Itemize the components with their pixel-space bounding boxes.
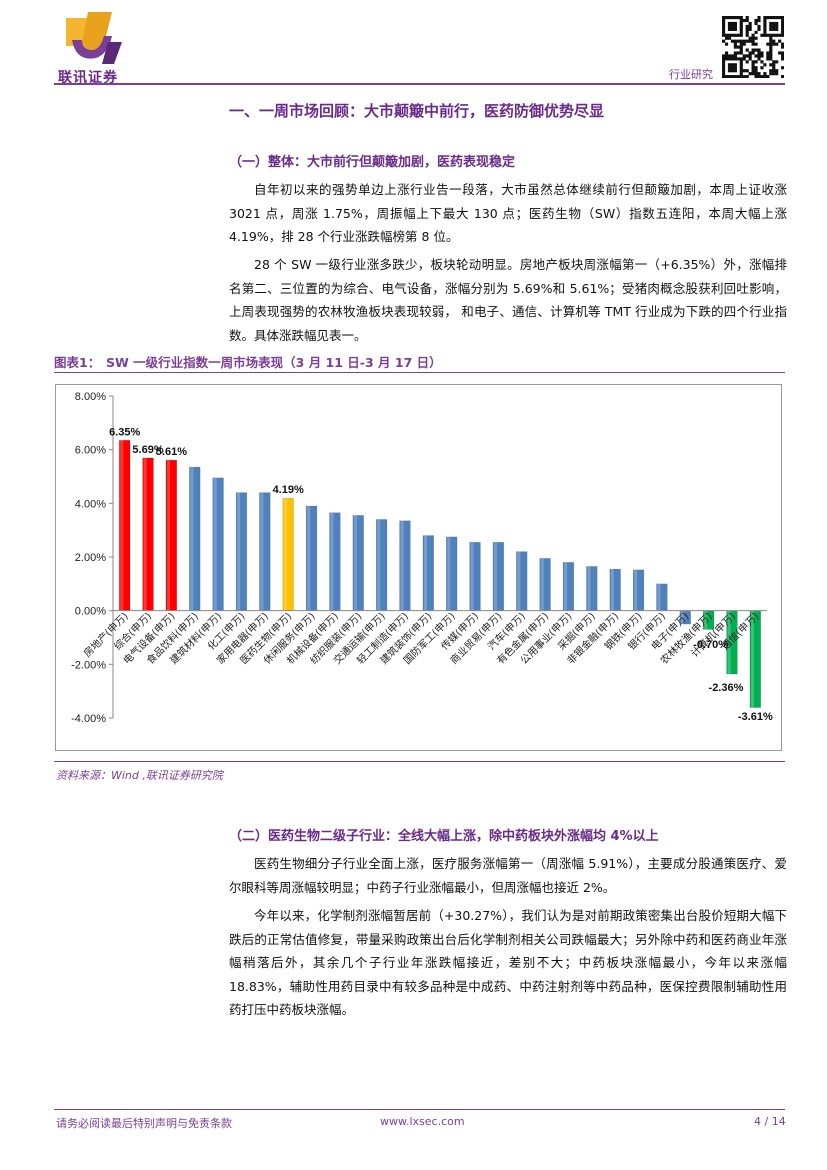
y-tick-label: 0.00%: [75, 606, 106, 618]
bar-highlight: [750, 610, 754, 708]
bar-highlight: [283, 498, 287, 611]
bar-highlight: [587, 566, 591, 611]
bar-highlight: [610, 569, 614, 611]
section-title: 一、一周市场回顾：大市颠簸中前行，医药防御优势尽显: [229, 102, 605, 120]
bar-chart: 8.00%6.00%4.00%2.00%0.00%-2.00%-4.00%房地产…: [71, 391, 773, 725]
figure-label: 图表1：: [54, 355, 101, 370]
bar-highlight: [447, 536, 451, 611]
bar-highlight: [120, 440, 124, 611]
bar-highlight: [353, 515, 357, 611]
bar-highlight: [680, 610, 684, 625]
data-label: -2.36%: [709, 682, 744, 694]
bar-highlight: [494, 542, 498, 611]
bar-highlight: [540, 558, 544, 611]
data-label: 4.19%: [273, 484, 304, 496]
y-tick-label: 4.00%: [75, 498, 106, 510]
bar-highlight: [657, 583, 661, 611]
y-tick-label: -4.00%: [71, 713, 106, 725]
chart-frame: [55, 384, 782, 751]
bar-highlight: [237, 492, 241, 611]
bar-highlight: [727, 610, 731, 674]
paragraph: 今年以来，化学制剂涨幅暂居前（+30.27%），我们认为是对前期政策密集出台股价…: [229, 908, 787, 1017]
figure-source: 资料来源：Wind ,联讯证券研究院: [56, 769, 223, 782]
y-tick-label: 8.00%: [75, 391, 106, 403]
subsection-title: （二）医药生物二级子行业：全线大幅上涨，除中药板块外涨幅均 4%以上: [229, 829, 659, 844]
bar-highlight: [400, 520, 404, 611]
bar-highlight: [423, 535, 427, 611]
bar-highlight: [307, 506, 311, 611]
company-logo: [58, 12, 128, 82]
subsection-title: （一）整体：大市前行但颠簸加剧，医药表现稳定: [229, 155, 516, 170]
y-tick-label: -2.00%: [71, 659, 106, 671]
bar-highlight: [470, 542, 474, 611]
source-divider: [54, 761, 785, 762]
bar-highlight: [564, 562, 568, 611]
footer-divider: [54, 1109, 785, 1110]
y-tick-label: 2.00%: [75, 552, 106, 564]
header-divider: [54, 83, 785, 85]
bar-highlight: [704, 610, 708, 630]
data-label: -3.61%: [738, 711, 773, 723]
data-label: -0.70%: [693, 639, 728, 651]
bar-highlight: [213, 477, 217, 611]
y-tick-label: 6.00%: [75, 445, 106, 457]
bar-highlight: [330, 512, 334, 611]
bar-highlight: [260, 492, 264, 611]
footer-website[interactable]: www.lxsec.com: [380, 1115, 465, 1128]
figure-title: SW 一级行业指数一周市场表现（3 月 11 日-3 月 17 日）: [106, 355, 442, 370]
paragraph: 28 个 SW 一级行业涨多跌少，板块轮动明显。房地产板块周涨幅第一（+6.35…: [229, 257, 787, 343]
page-number: 4 / 14: [754, 1115, 786, 1128]
bar-highlight: [377, 519, 381, 611]
qr-code-icon: [722, 16, 785, 79]
figure-divider: [54, 372, 785, 373]
bar-highlight: [634, 569, 638, 611]
data-label: 5.69%: [132, 444, 163, 456]
bar-highlight: [143, 457, 147, 611]
footer-disclaimer: 请务必阅读最后特别声明与免责条款: [56, 1117, 232, 1130]
bar-highlight: [190, 467, 194, 611]
paragraph: 自年初以来的强势单边上涨行业告一段落，大市虽然总体继续前行但颠簸加剧，本周上证收…: [229, 182, 787, 244]
bar-highlight: [167, 460, 171, 611]
logo-text: 联讯证券: [58, 70, 118, 86]
data-label: 6.35%: [109, 426, 140, 438]
header-category: 行业研究: [669, 68, 713, 81]
data-label: 5.61%: [156, 446, 187, 458]
paragraph: 医药生物细分子行业全面上涨，医疗服务涨幅第一（周涨幅 5.91%），主要成分股通…: [229, 856, 787, 895]
bar-highlight: [517, 551, 521, 611]
